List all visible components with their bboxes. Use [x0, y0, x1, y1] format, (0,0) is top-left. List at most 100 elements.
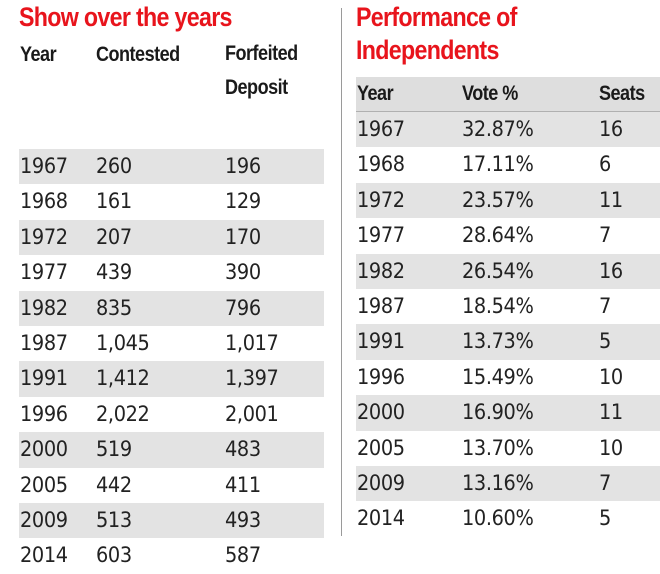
header-year: Year — [20, 43, 57, 66]
cell-contested: 442 — [96, 472, 132, 497]
cell-vote: 18.54% — [462, 293, 534, 318]
table-row: 1987 18.54% 7 — [356, 289, 660, 324]
cell-year: 2009 — [20, 507, 68, 532]
cell-forfeited: 493 — [225, 507, 261, 532]
cell-year: 2005 — [20, 472, 68, 497]
right-title-line1: Performance of — [356, 2, 517, 32]
cell-year: 1968 — [20, 189, 68, 214]
cell-seats: 10 — [599, 435, 623, 460]
right-title-line2: Independents — [356, 35, 499, 65]
right-table-title: Performance of Independents — [356, 0, 617, 73]
cell-year: 1968 — [357, 152, 405, 177]
cell-forfeited: 129 — [225, 189, 261, 214]
cell-vote: 16.90% — [462, 400, 534, 425]
cell-vote: 13.70% — [462, 435, 534, 460]
cell-year: 2005 — [357, 435, 405, 460]
cell-contested: 1,412 — [96, 366, 150, 391]
cell-year: 1987 — [20, 330, 68, 355]
cell-year: 1967 — [20, 154, 68, 178]
table-row: 2014 10.60% 5 — [356, 501, 660, 536]
cell-seats: 6 — [599, 152, 611, 177]
cell-forfeited: 2,001 — [225, 401, 279, 426]
cell-forfeited: 390 — [225, 260, 261, 285]
right-table-panel: Performance of Independents Year Vote % S… — [356, 0, 660, 537]
cell-seats: 7 — [599, 293, 611, 318]
cell-seats: 5 — [599, 506, 611, 531]
cell-seats: 16 — [599, 117, 623, 141]
cell-year: 2000 — [357, 400, 405, 425]
cell-forfeited: 1,017 — [225, 330, 279, 355]
cell-vote: 23.57% — [462, 187, 534, 212]
cell-year: 1977 — [20, 260, 68, 285]
left-table-title: Show over the years — [19, 2, 232, 32]
cell-vote: 13.73% — [462, 329, 534, 354]
cell-seats: 5 — [599, 329, 611, 354]
cell-contested: 603 — [96, 543, 132, 568]
cell-vote: 26.54% — [462, 258, 534, 283]
left-table-body: 1967 260 196 1968 161 129 1972 207 170 1977 439 390… — [19, 149, 324, 574]
cell-vote: 32.87% — [462, 117, 534, 141]
header-year: Year — [357, 82, 394, 105]
cell-forfeited: 483 — [225, 437, 261, 462]
cell-year: 1987 — [357, 293, 405, 318]
cell-contested: 260 — [96, 154, 132, 178]
cell-forfeited: 587 — [225, 543, 261, 568]
cell-contested: 2,022 — [96, 401, 150, 426]
table-row: 1967 32.87% 16 — [356, 112, 660, 148]
cell-forfeited: 170 — [225, 224, 261, 249]
cell-year: 2014 — [357, 506, 405, 531]
cell-year: 1972 — [357, 187, 405, 212]
header-contested: Contested — [96, 43, 180, 66]
table-row: 1977 439 390 — [19, 255, 324, 290]
table-row: 2000 16.90% 11 — [356, 395, 660, 431]
table-row: 1972 207 170 — [19, 219, 324, 256]
left-table-header: Year Contested Forfeited Deposit — [19, 35, 324, 111]
cell-year: 1977 — [357, 223, 405, 248]
cell-vote: 15.49% — [462, 364, 534, 389]
cell-year: 1982 — [20, 295, 68, 320]
table-row: 1967 260 196 — [19, 149, 324, 185]
column-divider — [341, 8, 342, 536]
table-row: 1982 26.54% 16 — [356, 253, 660, 289]
table-row: 1991 13.73% 5 — [356, 324, 660, 360]
cell-contested: 1,045 — [96, 330, 150, 355]
table-row: 1982 835 796 — [19, 290, 324, 326]
cell-vote: 17.11% — [462, 152, 534, 177]
header-vote-percent: Vote % — [462, 82, 518, 105]
cell-seats: 7 — [599, 470, 611, 495]
cell-contested: 835 — [96, 295, 132, 320]
cell-year: 1996 — [357, 364, 405, 389]
cell-seats: 10 — [599, 364, 623, 389]
cell-forfeited: 796 — [225, 295, 261, 320]
cell-seats: 7 — [599, 223, 611, 248]
cell-year: 1967 — [357, 117, 405, 141]
cell-forfeited: 1,397 — [225, 366, 279, 391]
table-row: 1996 2,022 2,001 — [19, 397, 324, 432]
header-forfeited-line1: Forfeited — [225, 42, 298, 65]
table-row: 1968 161 129 — [19, 184, 324, 219]
cell-seats: 16 — [599, 258, 623, 283]
table-row: 1987 1,045 1,017 — [19, 326, 324, 361]
header-forfeited-deposit: Forfeited Deposit — [225, 37, 298, 105]
cell-seats: 11 — [599, 187, 623, 212]
cell-year: 2014 — [20, 543, 68, 568]
table-row: 2009 513 493 — [19, 502, 324, 539]
cell-year: 1972 — [20, 224, 68, 249]
cell-contested: 439 — [96, 260, 132, 285]
table-row: 1972 23.57% 11 — [356, 182, 660, 219]
cell-seats: 11 — [599, 400, 623, 425]
cell-contested: 207 — [96, 224, 132, 249]
table-row: 1991 1,412 1,397 — [19, 361, 324, 397]
left-table-panel: Show over the years Year Contested Forfe… — [19, 0, 324, 574]
header-forfeited-line2: Deposit — [225, 76, 288, 99]
table-row: 2014 603 587 — [19, 538, 324, 573]
cell-year: 2000 — [20, 437, 68, 462]
cell-contested: 513 — [96, 507, 132, 532]
cell-year: 1991 — [20, 366, 68, 391]
cell-contested: 519 — [96, 437, 132, 462]
table-row: 2005 13.70% 10 — [356, 431, 660, 466]
right-table-body: 1967 32.87% 16 1968 17.11% 6 1972 23.57% 11 1977 2… — [356, 112, 660, 537]
table-row: 1977 28.64% 7 — [356, 218, 660, 253]
table-row: 2005 442 411 — [19, 468, 324, 503]
table-row: 2009 13.16% 7 — [356, 465, 660, 502]
